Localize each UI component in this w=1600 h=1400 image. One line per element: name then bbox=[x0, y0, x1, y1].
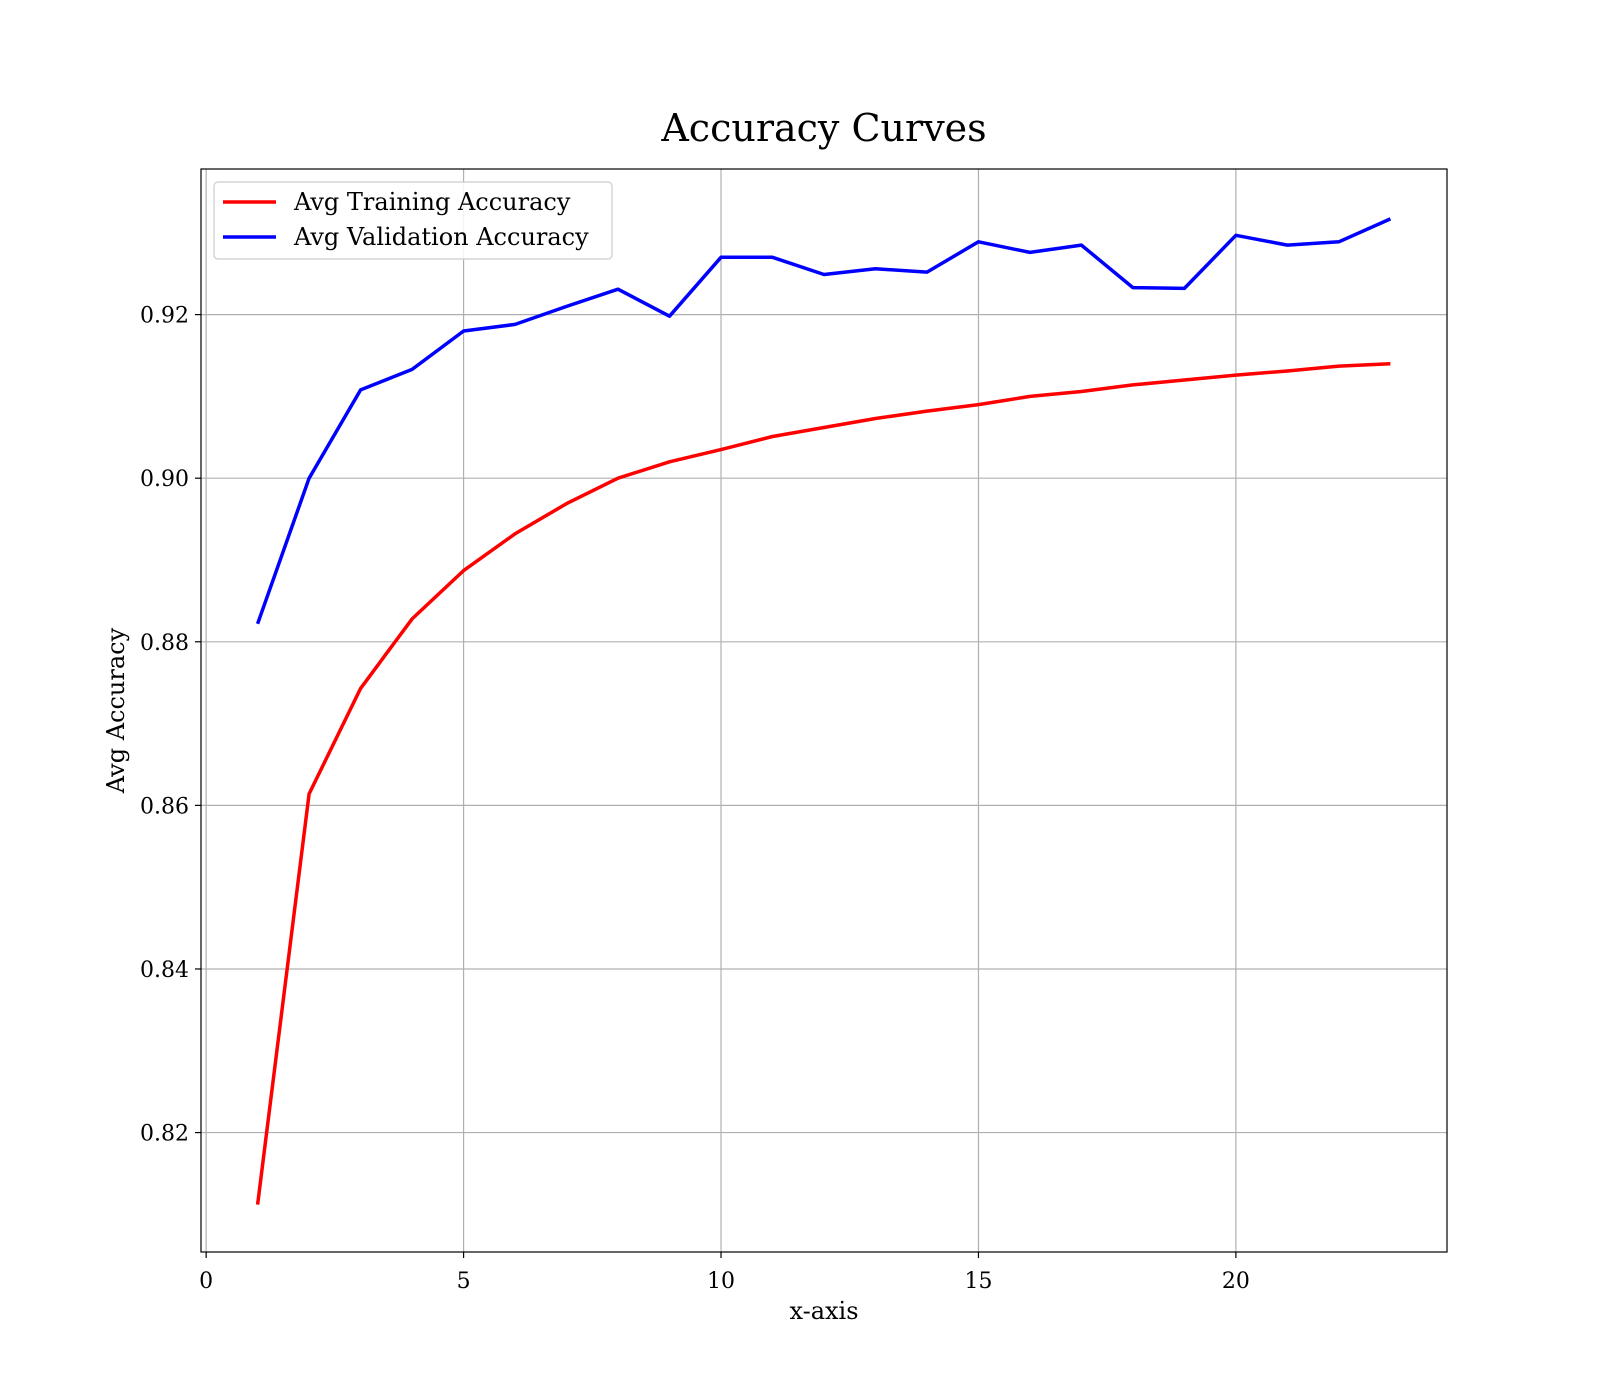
x-tick-label: 15 bbox=[964, 1269, 992, 1294]
training-accuracy-line bbox=[255, 361, 1391, 1205]
legend-box bbox=[213, 181, 613, 260]
y-tick-label: 0.82 bbox=[140, 1122, 189, 1147]
legend: Avg Training Accuracy Avg Validation Accu… bbox=[213, 181, 613, 260]
legend-label: Avg Training Accuracy bbox=[293, 188, 571, 216]
legend-label: Avg Validation Accuracy bbox=[293, 223, 589, 251]
x-tick-label: 5 bbox=[457, 1269, 471, 1294]
plot-frame bbox=[200, 168, 1448, 1253]
x-axis-label: x-axis bbox=[789, 1297, 858, 1325]
y-tick-label: 0.88 bbox=[140, 631, 189, 656]
y-tick-label: 0.86 bbox=[140, 794, 189, 819]
x-tick-label: 0 bbox=[199, 1269, 213, 1294]
y-axis-label: Avg Accuracy bbox=[102, 627, 130, 794]
y-tick-label: 0.92 bbox=[140, 304, 189, 329]
y-tick-label: 0.90 bbox=[140, 467, 189, 492]
validation-accuracy-line bbox=[255, 217, 1392, 625]
x-tick-label: 10 bbox=[707, 1269, 735, 1294]
y-tick-label: 0.84 bbox=[140, 958, 189, 983]
x-tick-label: 20 bbox=[1222, 1269, 1250, 1294]
chart-title: Accuracy Curves bbox=[660, 106, 986, 150]
